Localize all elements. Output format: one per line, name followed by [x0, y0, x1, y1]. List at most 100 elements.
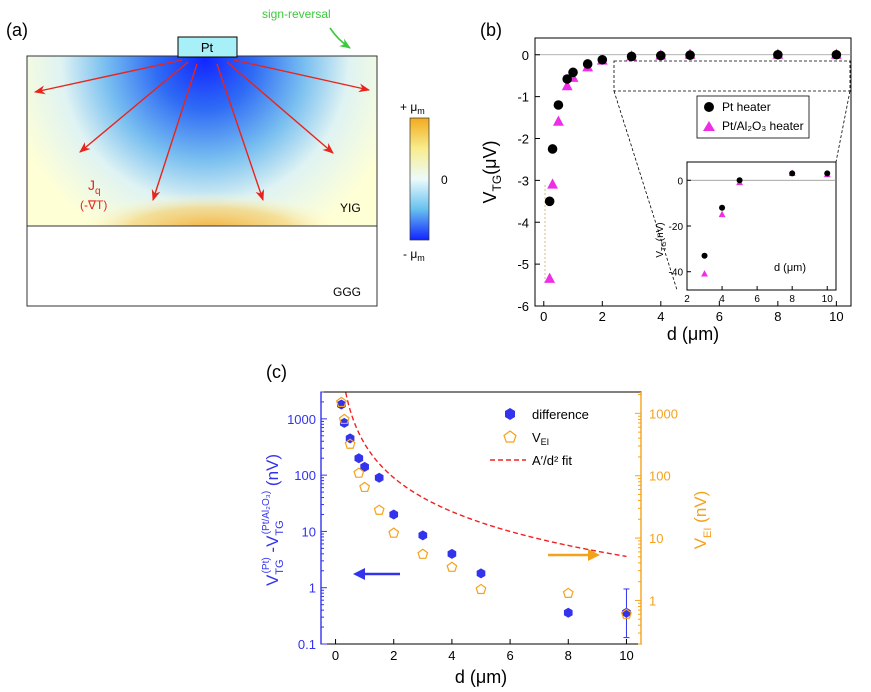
c-left-tick-label: 10	[302, 524, 316, 539]
inset-x-axis-title: d (μm)	[774, 262, 806, 274]
panel-c-left-ticks: 0.1 1 10 100 1000	[287, 391, 327, 652]
b-ytick-label: 0	[522, 48, 529, 63]
heat-arrow-2	[79, 61, 189, 153]
c-point-vei	[359, 481, 371, 493]
c-xtick-label: 8	[565, 648, 572, 663]
c-point-difference	[339, 417, 349, 428]
panel-b-legend: Pt heater Pt/Al₂O₃ heater	[696, 95, 810, 139]
zoom-line-right	[835, 90, 851, 163]
c-point-difference	[354, 453, 364, 464]
legend-fit: A′/d² fit	[532, 453, 572, 468]
c-point-vei	[388, 527, 400, 538]
b-point-pt	[568, 67, 578, 78]
b-point-ptalo	[547, 178, 558, 189]
c-point-difference	[563, 607, 573, 618]
b-point-pt	[597, 54, 608, 65]
c-left-tick-label: 1000	[287, 412, 316, 427]
legend-ptalo-heater: Pt/Al₂O₃ heater	[722, 119, 804, 133]
b-point-ptalo	[553, 115, 564, 126]
inset-xtick-label: 4	[719, 294, 725, 305]
zoom-box	[613, 60, 851, 92]
colorbar-mid-label: 0	[441, 173, 448, 187]
panel-c-x-axis-title: d (μm)	[455, 667, 507, 687]
right-axis-pointer-head	[588, 549, 600, 561]
inset-point-pt	[719, 204, 726, 211]
inset-point-pt	[789, 170, 796, 177]
legend-pt-heater-marker	[704, 102, 714, 112]
c-point-difference	[374, 472, 384, 483]
fit-curve	[345, 392, 627, 558]
inset-y-ticks: -40 -20 0	[669, 176, 691, 279]
c-point-vei	[620, 608, 632, 619]
panel-a-label: (a)	[6, 20, 28, 40]
inset-ytick-label: -40	[669, 268, 684, 279]
b-point-pt	[553, 100, 564, 110]
c-left-tick-label: 0.1	[298, 637, 316, 652]
c-right-tick-label: 10	[649, 531, 663, 546]
gradient-label: (-∇T)	[80, 198, 107, 212]
inset-y-axis-title: VTG(nV)	[655, 222, 668, 257]
c-point-vei	[353, 467, 365, 478]
legend-ptalo-heater-marker	[703, 121, 715, 131]
sign-reversal-arrow	[329, 27, 351, 49]
heat-arrow-4	[216, 63, 265, 202]
legend-vei-marker	[503, 430, 517, 443]
c-point-vei	[344, 438, 356, 449]
sign-reversal-label: sign-reversal	[262, 7, 331, 21]
colorbar-top-label: + μm	[400, 100, 425, 116]
b-xtick-label: 6	[716, 309, 723, 324]
panel-b-y-ticks: -6 -5 -4 -3 -2 -1 0	[517, 48, 540, 314]
c-xtick-label: 2	[390, 648, 397, 663]
b-point-pt	[626, 51, 637, 62]
inset-ytick-label: 0	[677, 176, 683, 187]
panel-c-markers	[335, 396, 632, 619]
b-xtick-label: 2	[599, 309, 606, 324]
legend-vei: VEI	[532, 430, 549, 447]
panel-b-x-ticks: 0 2 4 6 8 10	[540, 301, 844, 324]
b-xtick-label: 8	[774, 309, 781, 324]
c-point-difference	[389, 509, 399, 520]
c-xtick-label: 6	[506, 648, 513, 663]
heat-arrow-3	[151, 63, 198, 202]
inset-xtick-label: 8	[789, 294, 795, 305]
c-point-difference	[360, 461, 369, 472]
c-xtick-label: 10	[619, 648, 633, 663]
b-point-pt	[547, 144, 558, 154]
b-ytick-label: -5	[517, 257, 529, 272]
c-point-vei	[475, 583, 487, 595]
c-point-difference	[476, 568, 486, 579]
panel-b-markers	[544, 48, 842, 283]
heat-arrow-1	[33, 59, 183, 95]
c-point-vei	[373, 504, 385, 515]
b-point-pt	[562, 74, 572, 84]
panel-c-frame	[320, 391, 642, 645]
b-ytick-label: -2	[517, 132, 529, 147]
panel-b-frame	[534, 37, 852, 307]
legend-pt-heater: Pt heater	[722, 100, 771, 114]
ggg-label: GGG	[333, 285, 361, 299]
inset-point-pt	[736, 177, 743, 184]
inset-point-ptalo	[701, 270, 708, 277]
heat-current-arrows	[33, 59, 371, 202]
inset-xtick-label: 2	[684, 294, 690, 305]
panel-b-y-axis-title: VTG(μV)	[480, 140, 504, 203]
legend-difference-marker	[505, 408, 515, 420]
b-point-ptalo	[544, 272, 556, 283]
b-point-pt	[685, 50, 695, 60]
pt-electrode-label: Pt	[201, 40, 214, 55]
inset-frame	[686, 161, 837, 291]
b-xtick-label: 4	[657, 309, 664, 324]
panel-b: (b) 0 2 4 6 8 10 -6 -5 -4 -3 -2 -1 0 d (μm) VTG(μV)…	[480, 20, 852, 344]
panel-c: (c) 0 2 4 6 8 10 0.1 1 10 100 1000 1 10 100 1000 d (…	[261, 362, 714, 687]
b-point-pt	[831, 49, 842, 60]
b-point-ptalo	[561, 79, 573, 91]
c-point-vei	[417, 548, 429, 559]
panel-b-legend-box	[696, 95, 810, 139]
pt-electrode	[177, 36, 238, 58]
heat-arrow-6	[233, 59, 371, 93]
inset-ytick-label: -20	[669, 222, 684, 233]
b-xtick-label: 10	[829, 309, 843, 324]
c-point-difference	[447, 548, 457, 559]
c-left-tick-label: 1	[309, 581, 316, 596]
